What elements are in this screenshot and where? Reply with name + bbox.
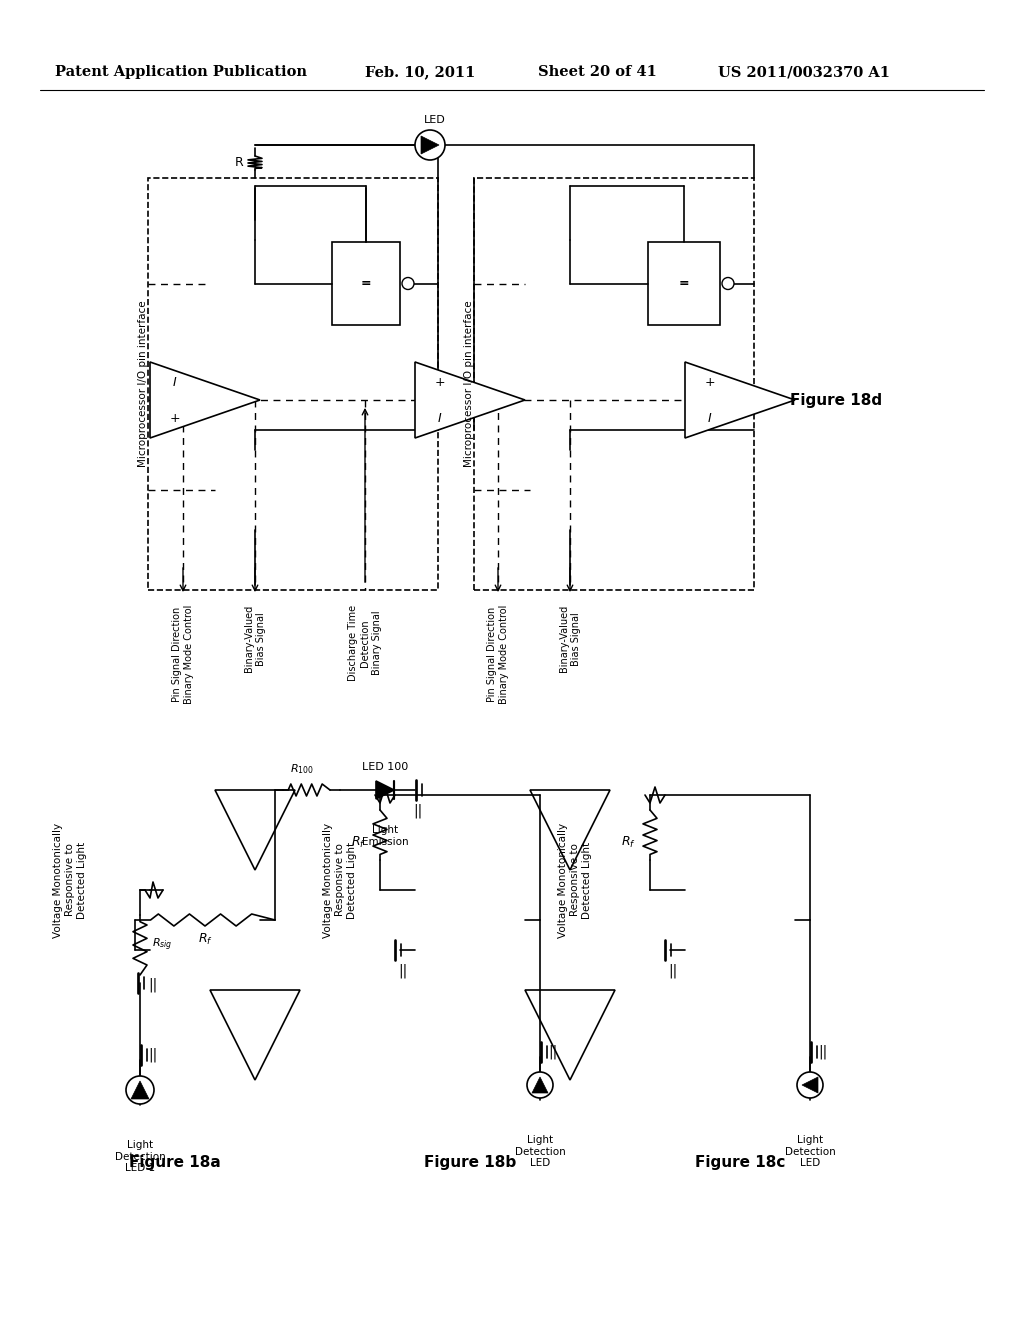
Text: Microprocessor I/O pin interface: Microprocessor I/O pin interface bbox=[138, 301, 148, 467]
Polygon shape bbox=[525, 990, 615, 1080]
Text: =: = bbox=[360, 277, 372, 290]
Circle shape bbox=[527, 1072, 553, 1098]
Text: Figure 18c: Figure 18c bbox=[695, 1155, 785, 1170]
Text: $R_f$: $R_f$ bbox=[622, 836, 636, 850]
Text: I: I bbox=[173, 375, 177, 388]
Text: Light
Detection
LED: Light Detection LED bbox=[515, 1135, 565, 1168]
Text: +: + bbox=[705, 375, 716, 388]
Polygon shape bbox=[215, 789, 295, 870]
Circle shape bbox=[402, 277, 414, 289]
Text: Pin Signal Direction
Binary Mode Control: Pin Signal Direction Binary Mode Control bbox=[487, 605, 509, 705]
Text: +: + bbox=[434, 375, 445, 388]
Text: I: I bbox=[709, 412, 712, 425]
Polygon shape bbox=[210, 990, 300, 1080]
Text: Patent Application Publication: Patent Application Publication bbox=[55, 65, 307, 79]
Text: Light
Detection
LED 1: Light Detection LED 1 bbox=[115, 1140, 165, 1173]
Text: Discharge Time
Detection
Binary Signal: Discharge Time Detection Binary Signal bbox=[348, 605, 382, 681]
Circle shape bbox=[722, 277, 734, 289]
Text: Sheet 20 of 41: Sheet 20 of 41 bbox=[538, 65, 656, 79]
Bar bbox=[648, 242, 720, 325]
Polygon shape bbox=[131, 1081, 150, 1100]
Text: R: R bbox=[234, 157, 243, 169]
Text: =: = bbox=[679, 277, 689, 290]
Polygon shape bbox=[150, 362, 260, 438]
Bar bbox=[332, 242, 400, 325]
Polygon shape bbox=[685, 362, 795, 438]
Text: Microprocessor I/O pin interface: Microprocessor I/O pin interface bbox=[464, 301, 474, 467]
Text: $R_f$: $R_f$ bbox=[351, 836, 366, 850]
Polygon shape bbox=[421, 136, 439, 154]
Text: $R_{sig}$: $R_{sig}$ bbox=[152, 937, 173, 953]
Polygon shape bbox=[532, 1077, 548, 1093]
Text: LED 100: LED 100 bbox=[361, 762, 409, 772]
Text: Figure 18b: Figure 18b bbox=[424, 1155, 516, 1170]
Text: I: I bbox=[438, 412, 442, 425]
Circle shape bbox=[126, 1076, 154, 1104]
Text: ||: || bbox=[548, 1044, 557, 1059]
Text: +: + bbox=[170, 412, 180, 425]
Polygon shape bbox=[376, 781, 394, 799]
Text: ||: || bbox=[669, 964, 678, 978]
Text: $R_f$: $R_f$ bbox=[198, 932, 212, 948]
Text: Voltage Monotonically
Responsive to
Detected Light: Voltage Monotonically Responsive to Dete… bbox=[53, 822, 87, 937]
Text: Voltage Monotonically
Responsive to
Detected Light: Voltage Monotonically Responsive to Dete… bbox=[558, 822, 592, 937]
Polygon shape bbox=[415, 362, 525, 438]
Text: Pin Signal Direction
Binary Mode Control: Pin Signal Direction Binary Mode Control bbox=[172, 605, 194, 705]
Bar bbox=[474, 178, 754, 590]
Text: Light
Detection
LED: Light Detection LED bbox=[784, 1135, 836, 1168]
Text: ||: || bbox=[398, 964, 408, 978]
Circle shape bbox=[797, 1072, 823, 1098]
Text: Light
Emission: Light Emission bbox=[361, 825, 409, 846]
Text: Voltage Monotonically
Responsive to
Detected Light: Voltage Monotonically Responsive to Dete… bbox=[324, 822, 356, 937]
Polygon shape bbox=[802, 1077, 818, 1093]
Text: Binary-Valued
Bias Signal: Binary-Valued Bias Signal bbox=[559, 605, 581, 672]
Text: Figure 18d: Figure 18d bbox=[790, 392, 882, 408]
Text: ||: || bbox=[148, 978, 158, 993]
Bar bbox=[148, 178, 438, 590]
Text: $R_{100}$: $R_{100}$ bbox=[291, 762, 314, 776]
Text: Feb. 10, 2011: Feb. 10, 2011 bbox=[365, 65, 475, 79]
Text: Binary-Valued
Bias Signal: Binary-Valued Bias Signal bbox=[244, 605, 266, 672]
Text: Figure 18a: Figure 18a bbox=[129, 1155, 221, 1170]
Circle shape bbox=[415, 129, 445, 160]
Text: LED: LED bbox=[424, 115, 445, 125]
Text: ||: || bbox=[818, 1044, 827, 1059]
Text: ||: || bbox=[148, 1048, 158, 1063]
Polygon shape bbox=[530, 789, 610, 870]
Text: ||: || bbox=[414, 804, 423, 818]
Text: US 2011/0032370 A1: US 2011/0032370 A1 bbox=[718, 65, 890, 79]
